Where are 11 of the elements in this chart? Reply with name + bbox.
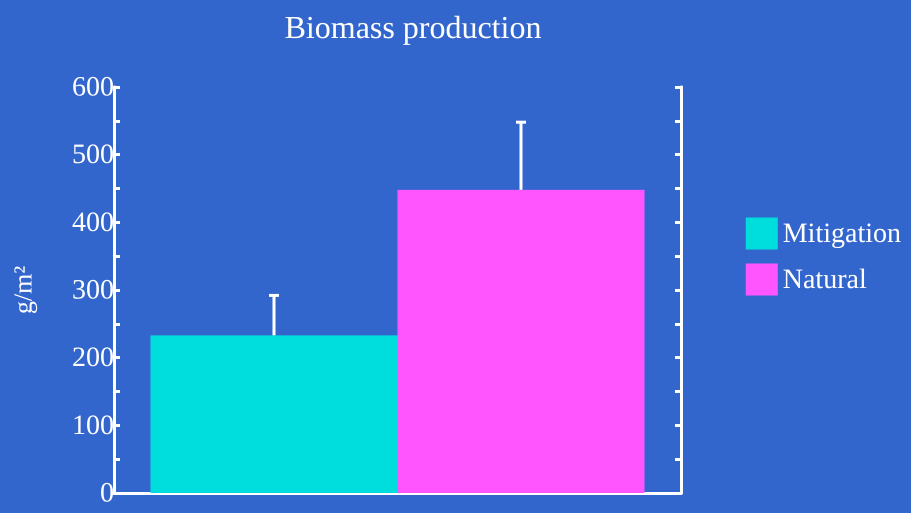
y-tick-label: 300 (72, 274, 114, 306)
y-tick-label: 400 (72, 206, 114, 238)
y-tick-label: 600 (72, 72, 114, 102)
y-tick-label: 500 (72, 139, 114, 170)
y-tick-label: 100 (72, 410, 114, 441)
y-axis-title: g/m² (8, 266, 38, 314)
y-tick-label: 200 (72, 342, 114, 374)
y-tick-label: 0 (100, 478, 114, 508)
legend-label: Mitigation (782, 218, 902, 249)
chart-title: Biomass production (284, 9, 542, 45)
legend-label: Natural (782, 264, 867, 295)
